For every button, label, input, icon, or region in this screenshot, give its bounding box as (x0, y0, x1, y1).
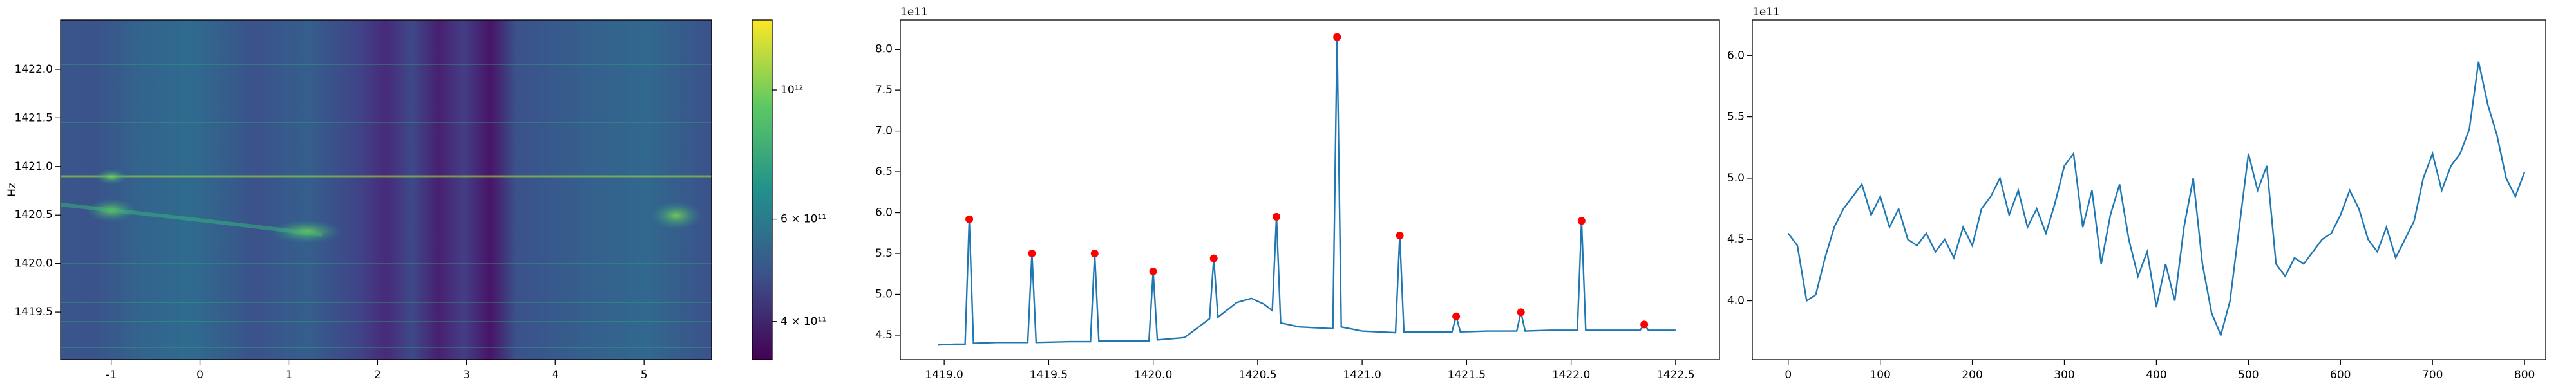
x-tick-label: 800 (2514, 369, 2535, 381)
x-tick-label: 1 (285, 369, 292, 381)
axes-frame (60, 19, 712, 360)
y-tick-label: 5.0 (875, 288, 893, 300)
x-tick-label: 600 (2330, 369, 2351, 381)
y-tick-label: 1420.0 (15, 257, 53, 270)
y-tick-label: 4.0 (1727, 295, 1745, 308)
y-tick-label: 7.5 (875, 84, 893, 96)
x-tick-label: -1 (106, 369, 117, 381)
y-tick-label: 7.0 (875, 125, 893, 138)
peak-marker (1209, 254, 1218, 262)
peak-marker (1090, 250, 1099, 257)
x-tick-label: 4 (552, 369, 559, 381)
x-tick-label: 700 (2422, 369, 2443, 381)
colorbar-tick-label: 6 × 10¹¹ (781, 213, 826, 226)
x-tick-label: 1422.5 (1656, 369, 1694, 381)
peak-marker (1452, 312, 1461, 320)
colorbar-tick-label: 4 × 10¹¹ (781, 315, 826, 328)
x-tick-label: 1421.5 (1448, 369, 1486, 381)
y-tick-label: 1419.5 (15, 306, 53, 318)
colorbar (752, 20, 772, 360)
y-tick-label: 6.0 (1727, 49, 1745, 62)
x-tick-label: 1419.0 (925, 369, 963, 381)
peak-marker (1396, 232, 1404, 240)
peak-marker (1149, 267, 1157, 275)
colorbar-frame (752, 19, 773, 360)
y-tick-label: 6.0 (875, 207, 893, 219)
peak-marker (965, 215, 974, 223)
peak-marker (1517, 308, 1525, 317)
peak-marker (1028, 250, 1036, 257)
y-axis-label: Hz (6, 183, 19, 197)
y-offset-label: 1e11 (1752, 6, 1780, 19)
x-tick-label: 2 (374, 369, 381, 381)
x-tick-label: 3 (463, 369, 470, 381)
peak-marker (1640, 320, 1649, 329)
axes-frame (1752, 19, 2546, 360)
y-tick-label: 4.5 (875, 329, 893, 342)
y-tick-label: 5.5 (1727, 111, 1745, 124)
x-tick-label: 500 (2238, 369, 2259, 381)
line (938, 37, 1676, 346)
x-tick-label: 5 (641, 369, 648, 381)
x-tick-label: 300 (2054, 369, 2074, 381)
x-tick-label: 1422.0 (1552, 369, 1590, 381)
x-tick-label: 0 (196, 369, 204, 381)
x-tick-label: 0 (1785, 369, 1792, 381)
y-tick-label: 6.5 (875, 165, 893, 178)
peak-marker (1273, 212, 1281, 221)
y-tick-label: 5.0 (1727, 172, 1745, 185)
y-tick-label: 4.5 (1727, 233, 1745, 246)
x-tick-label: 100 (1870, 369, 1890, 381)
y-tick-label: 1420.5 (15, 208, 53, 221)
colorbar-tick-label: 10¹² (781, 84, 803, 96)
x-tick-label: 200 (1962, 369, 1982, 381)
x-tick-label: 1421.0 (1343, 369, 1381, 381)
y-tick-label: 1421.5 (15, 111, 53, 124)
y-offset-label: 1e11 (900, 6, 928, 19)
peak-marker (1577, 217, 1586, 225)
y-tick-label: 1422.0 (15, 63, 53, 76)
line (1787, 61, 2526, 338)
y-tick-label: 1421.0 (15, 160, 53, 173)
y-tick-label: 5.5 (875, 247, 893, 260)
y-tick-label: 8.0 (875, 43, 893, 56)
x-tick-label: 1420.5 (1238, 369, 1276, 381)
x-tick-label: 1420.0 (1134, 369, 1172, 381)
axes-frame (900, 19, 1720, 360)
heatmap-image (60, 20, 712, 360)
x-tick-label: 1419.5 (1030, 369, 1068, 381)
x-tick-label: 400 (2146, 369, 2166, 381)
peak-marker (1333, 33, 1341, 41)
